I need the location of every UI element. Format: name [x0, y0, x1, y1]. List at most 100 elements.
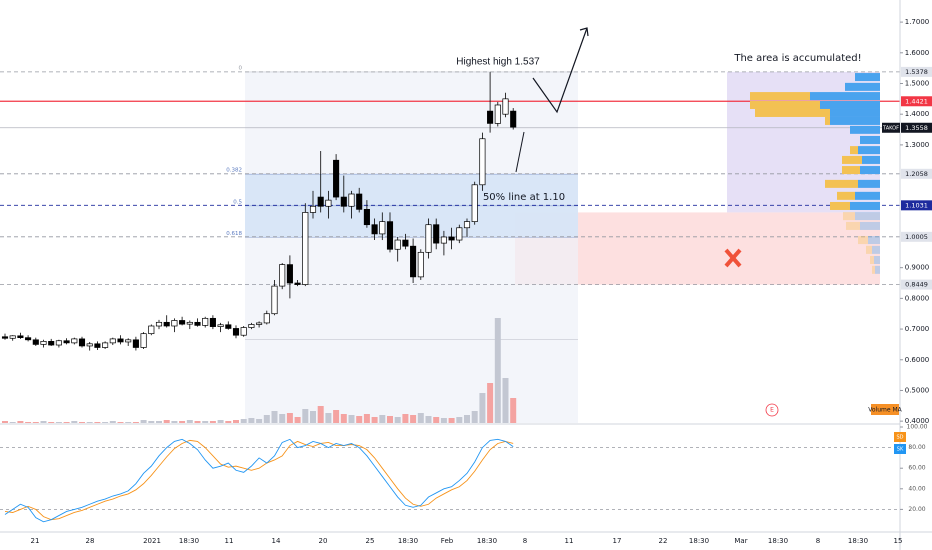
- profile-down: [750, 100, 820, 109]
- volume-ma-label: Volume MA: [868, 407, 902, 414]
- volume-bar: [125, 422, 132, 423]
- candle-body: [325, 199, 332, 207]
- candle-body: [479, 138, 486, 186]
- volume-bar: [186, 420, 193, 423]
- candle-body: [333, 159, 340, 198]
- candle-body: [286, 264, 293, 284]
- x-tick-label: 18:30: [848, 537, 868, 545]
- x-tick-label: 18:30: [179, 537, 199, 545]
- candle-body: [363, 209, 370, 226]
- profile-up: [874, 256, 880, 265]
- legend-label: SD: [896, 435, 903, 441]
- candle-body: [348, 193, 355, 207]
- candle-body: [456, 227, 463, 241]
- volume-bar: [40, 421, 47, 423]
- stoch-line: [4, 438, 514, 523]
- x-tick-label: 18:30: [768, 537, 788, 545]
- candle-body: [148, 325, 155, 335]
- annotation: The area is accumulated!: [733, 53, 861, 64]
- candle-body: [487, 110, 494, 124]
- volume-bar: [194, 421, 201, 423]
- earnings-marker[interactable]: [765, 403, 779, 417]
- profile-down: [866, 245, 872, 254]
- candle-body: [510, 110, 517, 128]
- profile-down: [872, 265, 875, 274]
- candle-body: [48, 340, 55, 346]
- volume-bar: [109, 421, 116, 423]
- fib-label: 0: [239, 65, 243, 71]
- candle-body: [386, 221, 394, 250]
- volume-bar: [248, 418, 255, 423]
- profile-up: [868, 236, 880, 245]
- profile-down: [842, 166, 860, 175]
- candle-body: [279, 264, 286, 287]
- y-tick-label: 1.5000: [905, 79, 930, 87]
- y-tick-label: 0.6000: [905, 356, 930, 364]
- candle-body: [1, 336, 9, 339]
- fib-label: 0.5: [233, 199, 242, 205]
- profile-up: [860, 166, 880, 175]
- x-tick-label: 8: [523, 537, 527, 545]
- candle-body: [410, 245, 417, 278]
- candle-body: [232, 328, 240, 336]
- candle-body: [25, 337, 32, 341]
- profile-up: [820, 100, 880, 109]
- volume-bar: [55, 422, 62, 423]
- volume-bar: [464, 415, 470, 423]
- price-badge-label: 1.4421: [905, 97, 928, 105]
- profile-down: [846, 221, 860, 230]
- profile-up: [855, 73, 880, 82]
- price-badge: [901, 96, 932, 107]
- volume-bar: [494, 318, 501, 423]
- volume-bar: [440, 418, 447, 423]
- volume-bar: [156, 421, 162, 423]
- volume-bar: [132, 422, 139, 423]
- profile-up: [875, 265, 880, 274]
- volume-bar: [286, 413, 293, 423]
- pointer-line: [515, 131, 525, 173]
- candle-body: [340, 196, 347, 207]
- volume-bar: [171, 421, 178, 423]
- candle-body: [440, 236, 447, 244]
- candle-body: [125, 339, 132, 343]
- profile-down: [837, 191, 855, 200]
- candle-body: [194, 321, 201, 326]
- x-tick-label: 8: [816, 537, 820, 545]
- price-badge-label: 1.5378: [905, 68, 928, 76]
- volume-bar: [425, 416, 432, 423]
- volume-bar: [2, 421, 8, 423]
- volume-bar: [79, 422, 85, 423]
- x-tick-label: Mar: [734, 537, 747, 545]
- y-tick-label: 0.9000: [905, 264, 930, 272]
- candle-body: [171, 320, 178, 327]
- profile-down: [755, 108, 830, 117]
- volume-bar: [9, 422, 16, 423]
- x-tick-label: 28: [86, 537, 95, 545]
- candle-body: [102, 342, 109, 348]
- candle-body: [294, 282, 301, 285]
- volume-bar: [394, 417, 401, 423]
- candle-body: [202, 317, 209, 326]
- profile-up: [830, 116, 880, 125]
- profile-up: [850, 125, 880, 134]
- candle-body: [9, 335, 16, 339]
- volume-bar: [294, 417, 301, 423]
- y-tick-label: 0.5000: [905, 386, 930, 394]
- volume-bar: [379, 415, 386, 423]
- profile-up: [860, 135, 880, 144]
- candle-body: [356, 193, 363, 210]
- price-badge-label: 0.8449: [905, 281, 928, 289]
- stoch-line: [4, 439, 514, 521]
- profile-down: [825, 116, 830, 125]
- candle-body: [140, 333, 147, 348]
- profile-up: [855, 191, 880, 200]
- volume-bar: [456, 417, 463, 423]
- price-badge: [901, 231, 932, 242]
- price-badge: [901, 66, 932, 77]
- candle-body: [132, 339, 139, 348]
- price-badge: [901, 168, 932, 179]
- annotation: Highest high 1.537: [456, 57, 540, 68]
- volume-bar: [17, 421, 24, 423]
